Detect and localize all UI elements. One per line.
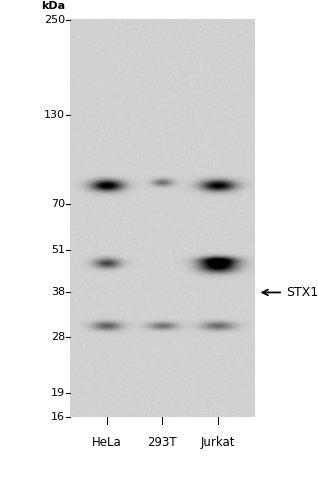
Text: 250: 250 — [44, 15, 65, 25]
Text: 16: 16 — [51, 412, 65, 423]
Text: 28: 28 — [51, 331, 65, 342]
Text: kDa: kDa — [41, 1, 65, 11]
Text: 51: 51 — [51, 245, 65, 255]
Text: 293T: 293T — [147, 436, 177, 449]
Text: 38: 38 — [51, 287, 65, 297]
Text: 130: 130 — [44, 110, 65, 120]
Text: 19: 19 — [51, 388, 65, 398]
Text: Jurkat: Jurkat — [200, 436, 235, 449]
Text: 70: 70 — [51, 199, 65, 209]
Text: STX17: STX17 — [286, 286, 318, 299]
Text: HeLa: HeLa — [92, 436, 122, 449]
